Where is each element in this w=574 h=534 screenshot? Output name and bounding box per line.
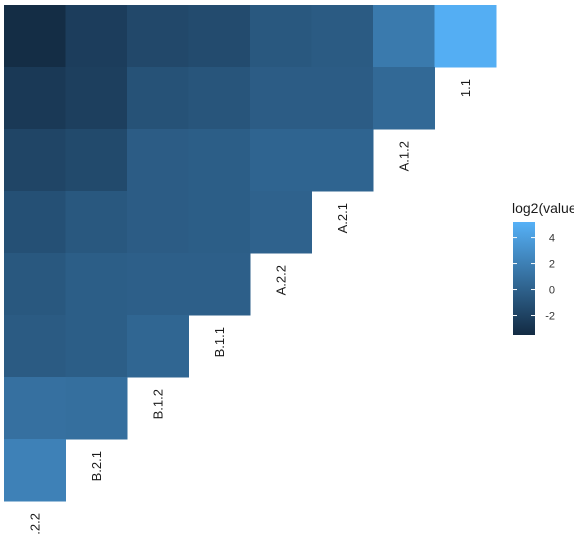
heatmap-cell: [127, 129, 189, 192]
heatmap-cells: [4, 5, 497, 502]
heatmap-cell: [65, 191, 128, 254]
heatmap-cell: [311, 5, 374, 68]
legend: log2(value 4 2 0 -2: [512, 200, 574, 335]
axis-label: B.1.2: [150, 389, 165, 419]
legend-tick-label: 0: [549, 285, 555, 297]
heatmap-cell: [188, 5, 251, 68]
axis-label: A.1.2: [396, 141, 411, 171]
axis-label: B.1.1: [212, 327, 227, 357]
heatmap-cell: [373, 67, 435, 130]
legend-tick-label: -2: [545, 311, 555, 323]
axis-label: A.2.2: [273, 265, 288, 295]
heatmap-cell: [4, 67, 66, 130]
heatmap-cell: [188, 67, 251, 130]
heatmap-cell: [373, 5, 435, 68]
heatmap-cell: [127, 191, 189, 254]
heatmap-cell: [311, 67, 374, 130]
legend-title: log2(value: [512, 200, 574, 216]
legend-ticks: 4 2 0 -2: [513, 233, 555, 323]
heatmap-cell: [127, 67, 189, 130]
axis-label: 1.1: [458, 79, 473, 97]
heatmap-cell: [188, 191, 251, 254]
heatmap-cell: [250, 67, 312, 130]
heatmap-cell: [127, 315, 189, 378]
legend-tick-label: 2: [549, 259, 555, 271]
heatmap-cell: [434, 5, 497, 68]
heatmap-cell: [65, 129, 128, 192]
heatmap-cell: [4, 191, 66, 254]
heatmap-cell: [65, 315, 128, 378]
heatmap-cell: [250, 191, 312, 254]
heatmap-cell: [127, 5, 189, 68]
legend-tick-label: 4: [549, 233, 555, 245]
heatmap-cell: [4, 129, 66, 192]
heatmap-cell: [188, 129, 251, 192]
heatmap-cell: [250, 5, 312, 68]
axis-label: B.2.1: [89, 451, 104, 481]
diagonal-labels: 1.1 A.1.2 A.2.1 A.2.2 B.1.1 B.1.2 B.2.1 B.2.2: [27, 79, 473, 534]
heatmap-cell: [65, 67, 128, 130]
heatmap-cell: [188, 253, 251, 316]
axis-label: A.2.1: [335, 203, 350, 233]
heatmap-cell: [4, 315, 66, 378]
heatmap-cell: [127, 253, 189, 316]
heatmap-cell: [311, 129, 374, 192]
heatmap-cell: [4, 377, 66, 440]
heatmap-cell: [65, 253, 128, 316]
heatmap-cell: [65, 377, 128, 440]
heatmap-cell: [4, 253, 66, 316]
heatmap-cell: [4, 5, 66, 68]
axis-label: B.2.2: [27, 513, 42, 534]
heatmap-cell: [250, 129, 312, 192]
legend-colorbar: [513, 222, 535, 335]
heatmap-cell: [65, 5, 128, 68]
heatmap-cell: [4, 439, 66, 502]
